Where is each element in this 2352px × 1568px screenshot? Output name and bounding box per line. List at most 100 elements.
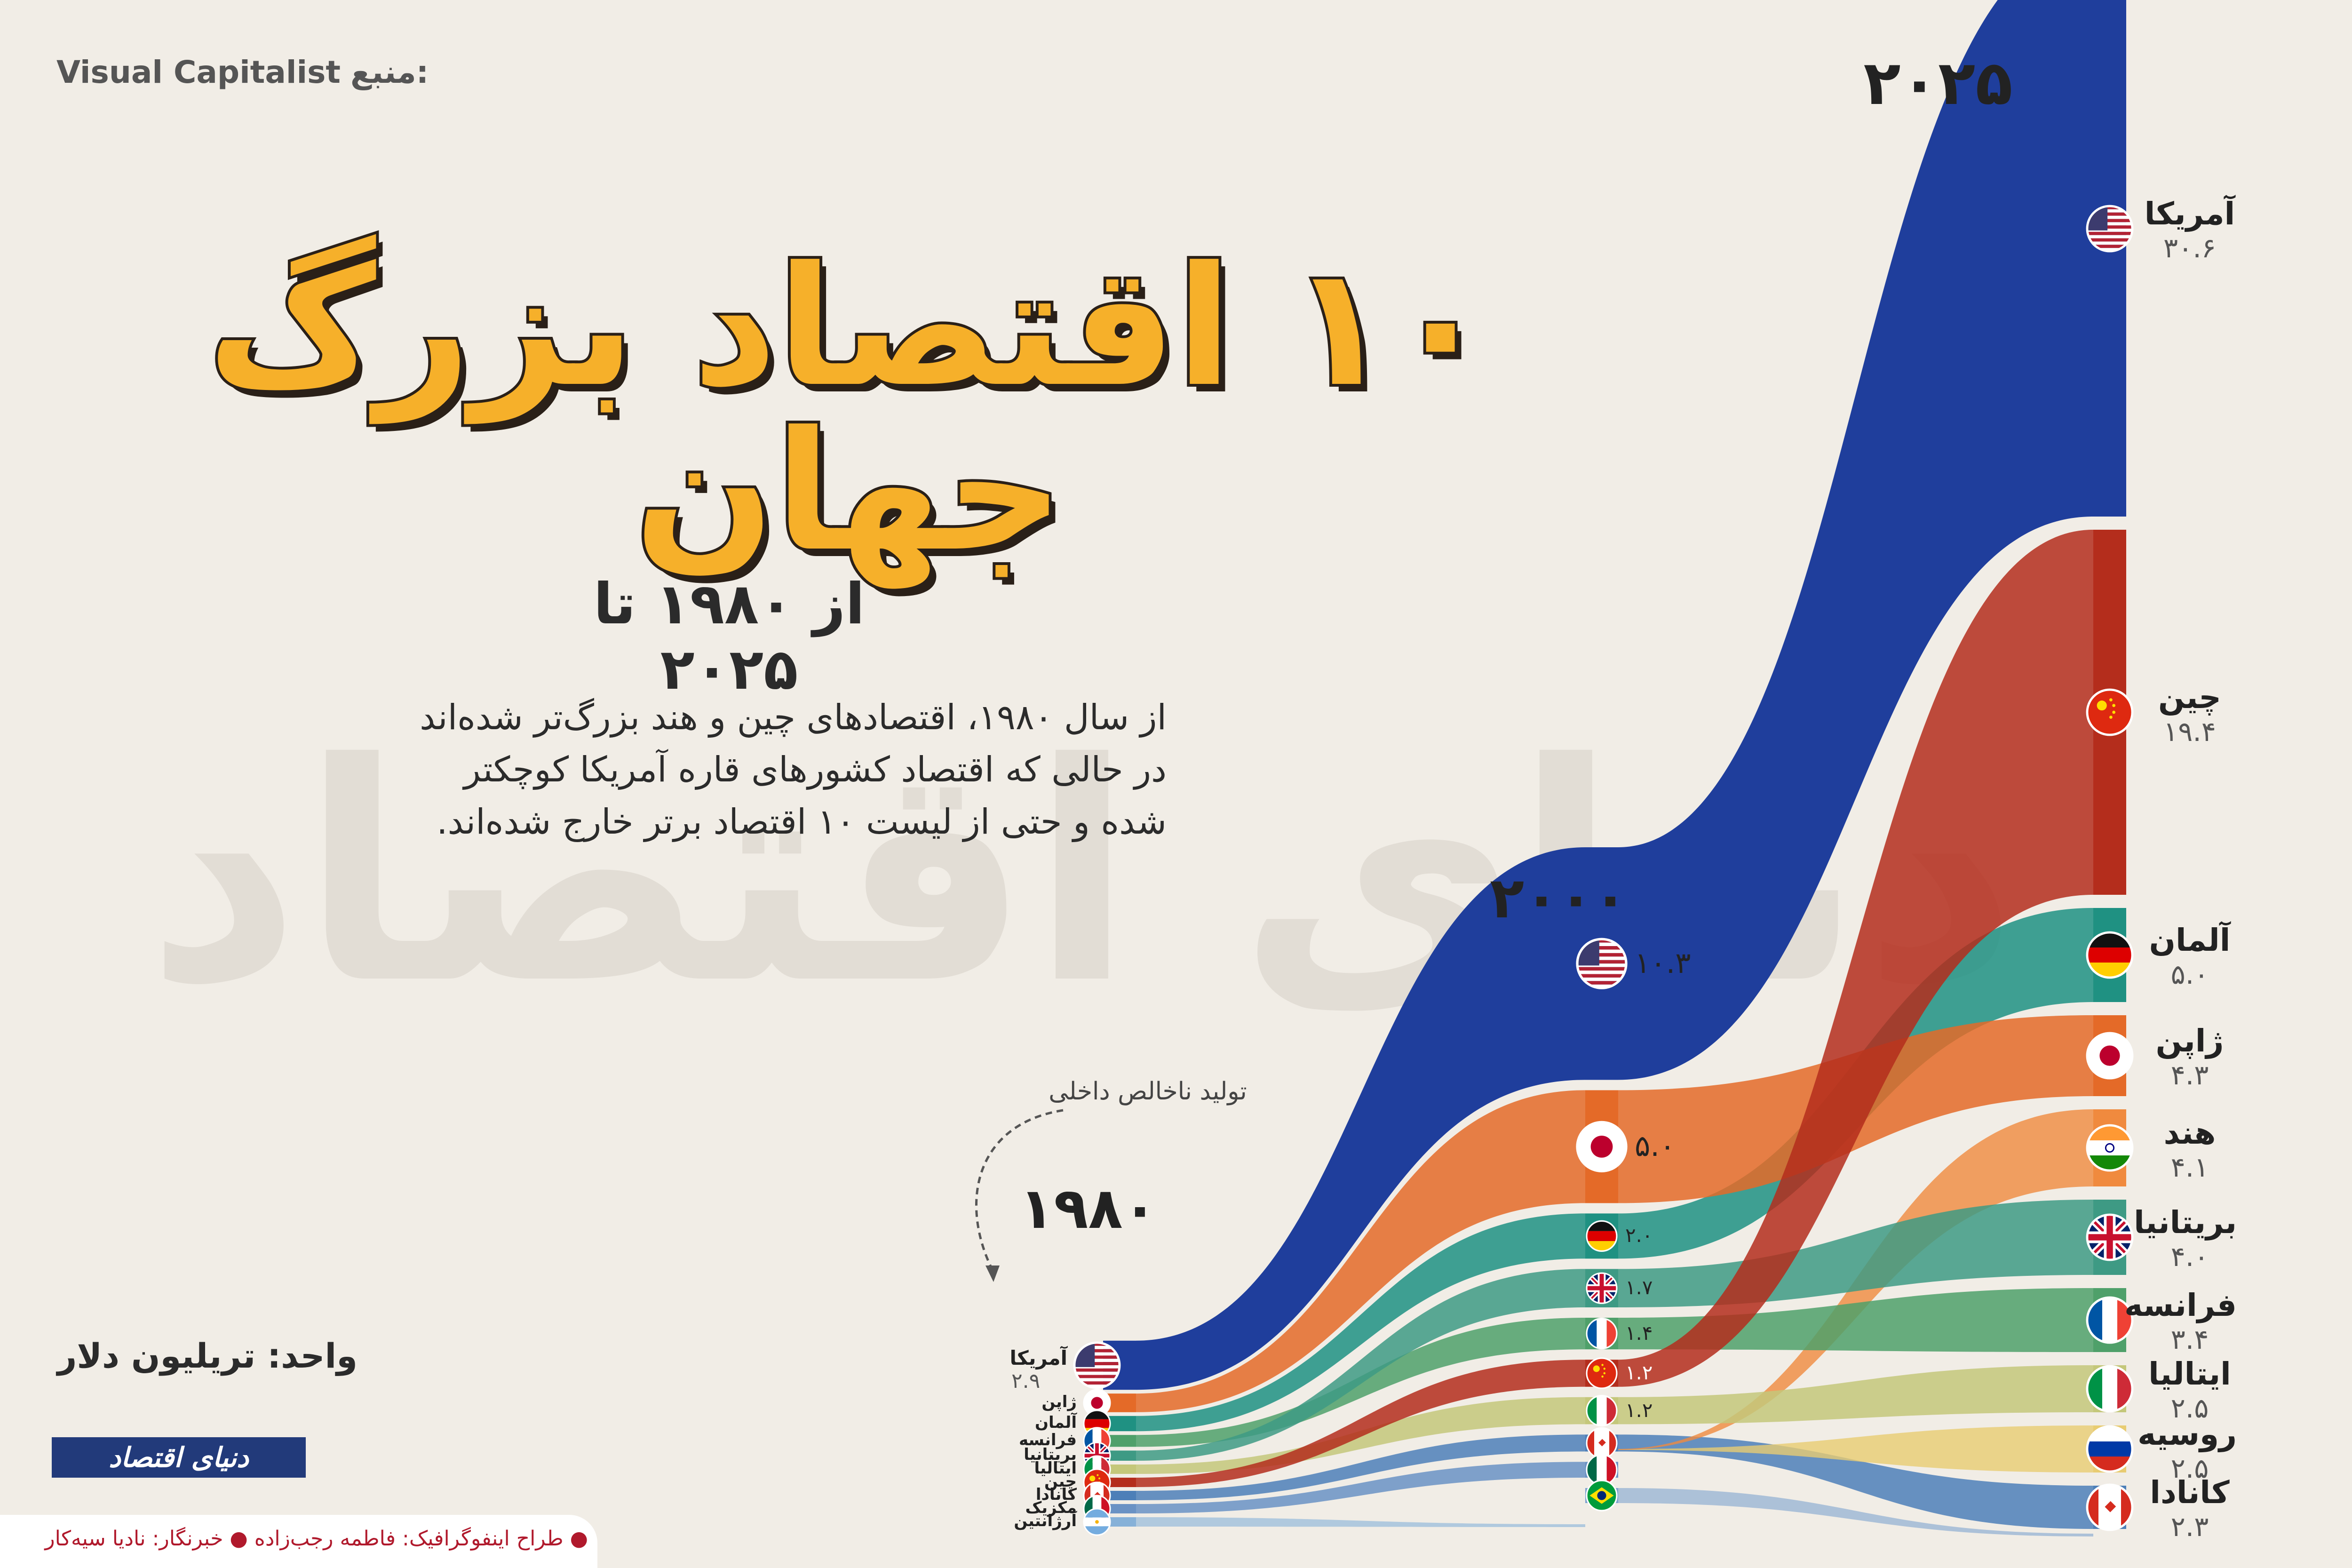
- cn-flag-2025-part: [2112, 704, 2116, 707]
- flow-ca-2000-2025: [1618, 1434, 2093, 1529]
- label-2025-it: ایتالیا ۲.۵: [2143, 1356, 2237, 1424]
- label-1980-fr: فرانسه: [1018, 1430, 1077, 1449]
- gdp-annotation-arrowhead: [985, 1266, 1000, 1282]
- us-flag-1980-part: [1074, 1385, 1120, 1388]
- ru-flag-2025: [2086, 1425, 2134, 1473]
- year-label-2025: ۲۰۲۵: [1863, 47, 2013, 119]
- de-flag-2025-part: [2087, 947, 2132, 963]
- gb-flag-2000-ring: [1586, 1272, 1618, 1304]
- us-flag-2000-part: [1577, 960, 1626, 964]
- cn-flag-2000-part: [1603, 1372, 1605, 1375]
- us-flag-1980-part: [1074, 1378, 1120, 1382]
- us-flag-2025-part: [2087, 229, 2132, 232]
- label-2025-fr-name: فرانسه: [2124, 1287, 2237, 1323]
- cn-flag-2025-part: [2109, 716, 2113, 719]
- label-2025-gb-value: ۴.۰: [2170, 1241, 2209, 1273]
- us-flag-2000-part: [1577, 949, 1626, 953]
- cn-flag-2000: [1586, 1357, 1618, 1389]
- us-flag-1980-part: [1074, 1359, 1120, 1362]
- us-flag-2025-part: [2087, 212, 2132, 216]
- label-2025-ru: روسیه ۲.۵: [2137, 1416, 2237, 1484]
- us-flag-2025-part: [2087, 209, 2132, 213]
- us-flag-2025-part: [2087, 245, 2132, 248]
- fr-flag-2000: [1586, 1318, 1618, 1350]
- us-flag-2025-body: [2087, 206, 2132, 251]
- us-flag-1980-part: [1074, 1381, 1120, 1385]
- us-flag-2000-ring: [1576, 938, 1628, 989]
- value-2000-fr: ۱.۴: [1625, 1321, 1653, 1345]
- label-2025-it-value: ۲.۵: [2170, 1392, 2209, 1424]
- label-2025-fr-value: ۳.۴: [2170, 1323, 2209, 1355]
- label-2025-de: آلمان ۵.۰: [2143, 922, 2237, 990]
- bar-ar-1980: [1103, 1517, 1136, 1527]
- us-flag-2025-part: [2087, 219, 2132, 223]
- cn-flag-2000-part: [1593, 1365, 1600, 1372]
- fr-flag-2000-part: [1597, 1318, 1607, 1349]
- label-1980-ca: کانادا: [1035, 1485, 1077, 1504]
- br-flag-2000-body: [1587, 1480, 1617, 1511]
- de-flag-2000-ring: [1586, 1220, 1618, 1252]
- page-title: ۱۰ اقتصاد بزرگ جهان: [205, 231, 1494, 588]
- it-flag-2000-ring: [1586, 1395, 1618, 1427]
- us-flag-2025-part: [2087, 206, 2132, 209]
- value-2000-cn: ۱.۲: [1625, 1361, 1653, 1384]
- cn-flag-2000-part: [1603, 1368, 1605, 1370]
- de-flag-2025-ring: [2086, 931, 2134, 979]
- gb-flag-2025: [2086, 1213, 2134, 1261]
- label-2025-gb-name: بریتانیا: [2134, 1204, 2237, 1241]
- us-flag-2025-part: [2087, 235, 2132, 239]
- cn-flag-2000-ring: [1586, 1357, 1618, 1389]
- us-flag-2000-part: [1577, 971, 1626, 974]
- year-label-1980: ۱۹۸۰: [1019, 1176, 1157, 1242]
- value-1980-us: ۲.۹: [1011, 1369, 1041, 1393]
- in-flag-2025-part: [2105, 1143, 2115, 1153]
- gdp-annotation-arrow: [975, 1109, 1064, 1271]
- us-flag-2025-part: [2087, 222, 2132, 226]
- it-flag-2025-part: [2102, 1366, 2117, 1411]
- ru-flag-2025-ring: [2086, 1425, 2134, 1473]
- us-flag-1980-part: [1074, 1352, 1120, 1356]
- flow-mx-1980-2000: [1136, 1462, 1585, 1513]
- de-flag-2025: [2086, 931, 2134, 979]
- flow-ar-exit: [1136, 1517, 1585, 1527]
- it-flag-2025: [2086, 1365, 2134, 1413]
- us-flag-2025-part: [2087, 231, 2132, 235]
- label-2025-in: هند ۴.۱: [2143, 1115, 2237, 1183]
- label-1980-cn: چین: [1044, 1472, 1077, 1491]
- us-flag-1980-part: [1074, 1368, 1120, 1372]
- label-2025-ca-name: کانادا: [2150, 1474, 2230, 1511]
- us-flag-1980: [1073, 1341, 1121, 1389]
- br-flag-2000: [1586, 1480, 1618, 1512]
- gdp-annotation: تولید ناخالص داخلی: [1049, 1077, 1247, 1106]
- bar-it-1980: [1103, 1465, 1136, 1474]
- us-flag-2025-part: [2087, 248, 2132, 251]
- label-1980-ar: آرژانتین: [1014, 1512, 1077, 1530]
- year-label-2000: ۲۰۰۰: [1490, 866, 1628, 931]
- bar-ca-1980: [1103, 1491, 1136, 1500]
- flow-jp-1980-2000: [1136, 1090, 1585, 1412]
- label-2025-gb: بریتانیا ۴.۰: [2134, 1204, 2237, 1273]
- jp-flag-1980-part: [1091, 1397, 1103, 1409]
- bar-cn-1980: [1103, 1478, 1136, 1487]
- ar-flag-1980: [1083, 1508, 1111, 1536]
- us-flag-2000-part: [1577, 942, 1626, 947]
- ar-flag-1980-ring: [1083, 1508, 1111, 1536]
- ar-flag-1980-part: [1095, 1520, 1099, 1524]
- us-flag-1980-part: [1074, 1349, 1120, 1353]
- us-flag-2025-part: [2087, 241, 2132, 245]
- label-2025-ca-value: ۲.۳: [2170, 1511, 2209, 1543]
- value-2000-de: ۲.۰: [1625, 1224, 1653, 1247]
- flow-us-1980-2000: [1136, 847, 1585, 1390]
- gb-flag-2025-body: [2087, 1215, 2132, 1260]
- us-flag-2000-part: [1577, 974, 1626, 978]
- value-2000-gb: ۱.۷: [1625, 1276, 1653, 1299]
- us-flag-2000-part: [1577, 963, 1626, 967]
- gb-flag-2000-body: [1587, 1273, 1617, 1304]
- cn-flag-2025-body: [2087, 690, 2132, 735]
- cn-flag-2025: [2086, 688, 2134, 736]
- br-flag-2000-ring: [1586, 1480, 1618, 1512]
- us-flag-1980-part: [1074, 1355, 1120, 1359]
- description-line: شده و حتی از لیست ۱۰ اقتصاد برتر خارج شد…: [437, 802, 1167, 842]
- de-flag-1980-part: [1084, 1419, 1110, 1428]
